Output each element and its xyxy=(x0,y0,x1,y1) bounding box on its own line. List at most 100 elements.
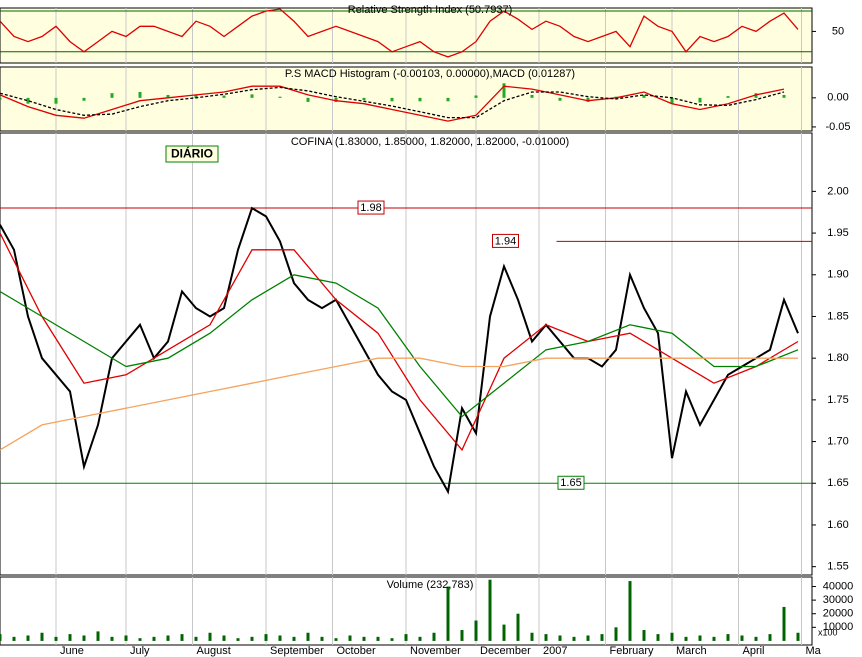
bar xyxy=(124,635,128,641)
bar xyxy=(110,636,114,641)
x-tick-label: April xyxy=(743,645,765,657)
x-tick-label: 2007 xyxy=(543,645,567,657)
bar xyxy=(740,635,744,641)
bar xyxy=(166,94,170,98)
x-tick-label: July xyxy=(130,645,150,657)
bar xyxy=(628,581,632,641)
bar xyxy=(390,638,394,641)
bar xyxy=(782,94,786,98)
bar xyxy=(390,97,394,102)
bar xyxy=(796,632,800,641)
bar xyxy=(0,634,2,641)
bar xyxy=(138,92,142,98)
reference-label-box xyxy=(492,233,519,248)
x-tick-label: December xyxy=(480,645,531,657)
bar xyxy=(54,97,58,104)
panel-title: P.S MACD Histogram (-0.00103, 0.00000),M… xyxy=(285,68,575,80)
bar xyxy=(376,636,380,641)
y-tick-label: 0.00 xyxy=(827,92,848,104)
bar xyxy=(586,635,590,641)
y-tick-label: 1.80 xyxy=(827,352,848,364)
bar xyxy=(768,634,772,641)
bar xyxy=(754,636,758,641)
bar xyxy=(488,579,492,641)
bar xyxy=(502,83,506,98)
bar xyxy=(334,97,338,102)
bar xyxy=(250,94,254,98)
bar xyxy=(152,636,156,641)
bar xyxy=(138,638,142,641)
bar xyxy=(684,636,688,641)
y-tick-label: 1.85 xyxy=(827,310,848,322)
bar xyxy=(782,606,786,641)
y-tick-label: 10000 xyxy=(823,621,854,633)
bar xyxy=(418,97,422,102)
bar xyxy=(460,630,464,641)
y-tick-label: 1.55 xyxy=(827,561,848,573)
series-line xyxy=(0,85,785,122)
y-tick-label: 1.60 xyxy=(827,519,848,531)
panel-title: Relative Strength Index (50.7937) xyxy=(348,4,513,16)
bar xyxy=(236,638,240,641)
bar xyxy=(670,97,674,104)
bar xyxy=(726,634,730,641)
badge: DIÁRIO xyxy=(171,146,213,161)
bar xyxy=(418,636,422,641)
bar xyxy=(698,97,702,103)
bar xyxy=(54,636,58,641)
bar xyxy=(642,94,646,98)
reference-label: 1.98 xyxy=(360,202,381,214)
reference-label-box xyxy=(557,475,585,490)
x-tick-label: October xyxy=(337,645,376,657)
bar xyxy=(362,97,366,101)
series-line xyxy=(0,274,799,418)
x-tick-label: September xyxy=(270,645,324,657)
y-tick-label: 20000 xyxy=(823,608,854,620)
reference-label: 1.94 xyxy=(495,235,516,247)
bar xyxy=(68,634,72,641)
y-tick-label: 1.90 xyxy=(827,269,848,281)
series-line xyxy=(0,357,798,451)
bar xyxy=(670,632,674,641)
bar xyxy=(264,634,268,641)
bar xyxy=(96,631,100,641)
y-tick-label: 30000 xyxy=(823,594,854,606)
bar xyxy=(180,634,184,641)
bar xyxy=(0,97,2,100)
bar xyxy=(502,624,506,641)
y-tick-label: 1.65 xyxy=(827,477,848,489)
panel-title: Volume (232,783) xyxy=(387,579,474,591)
badge-box xyxy=(165,145,219,163)
y-tick-label: -0.05 xyxy=(825,121,850,133)
bar xyxy=(656,634,660,641)
bar xyxy=(306,97,310,102)
bar xyxy=(278,635,282,641)
bar xyxy=(320,636,324,641)
bar xyxy=(222,635,226,641)
y-tick-label: 40000 xyxy=(823,580,854,592)
bar xyxy=(544,634,548,641)
y-tick-label: 1.95 xyxy=(827,227,848,239)
bar xyxy=(278,96,282,98)
bar xyxy=(334,638,338,641)
bar xyxy=(642,630,646,641)
panel-title: COFINA (1.83000, 1.85000, 1.82000, 1.820… xyxy=(291,136,569,148)
y-tick-label: 1.70 xyxy=(827,435,848,447)
bar xyxy=(348,635,352,641)
bar xyxy=(698,635,702,641)
bar xyxy=(432,632,436,641)
x-tick-label: Ma xyxy=(806,645,822,657)
bar xyxy=(82,97,86,101)
bar xyxy=(40,632,44,641)
bar xyxy=(446,586,450,641)
bar xyxy=(404,634,408,641)
bar xyxy=(194,636,198,641)
reference-label-box xyxy=(357,200,385,215)
x-tick-label: March xyxy=(676,645,707,657)
bar xyxy=(572,636,576,641)
bar xyxy=(516,613,520,641)
bar xyxy=(712,636,716,641)
bar xyxy=(208,632,212,641)
bar xyxy=(26,635,30,641)
